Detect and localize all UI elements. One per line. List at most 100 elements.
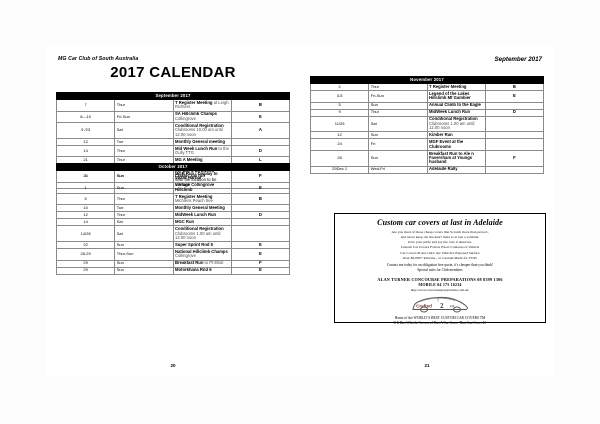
event-day: Sat xyxy=(368,115,428,133)
event-day: Sun xyxy=(114,266,174,275)
event-description: Breakfast Run to Ale n Faversham at Youn… xyxy=(426,149,486,167)
ad-contact-line: Special rates for Club members xyxy=(417,268,463,273)
event-day: Thur xyxy=(368,83,428,92)
event-date: 14/28 xyxy=(55,225,116,243)
event-date: 26 xyxy=(309,149,370,167)
event-title: MGB Run / Display to Victor Harbor xyxy=(175,170,218,181)
event-description: Annual Climb to the Eagle xyxy=(426,101,486,110)
event-date: 26-29 xyxy=(55,248,116,261)
table-row: 22 Sun Super Sprint Rnd 5 E xyxy=(55,241,291,250)
event-description: Super Sprint Rnd 5 xyxy=(172,241,232,250)
ad-body-line: Custom Car Covers Follow Exact Contours … xyxy=(400,245,480,250)
november-table-body: November 2017 2 Thur T Register Meeting B 3-5… xyxy=(309,75,545,174)
event-date: 14 xyxy=(55,144,116,158)
event-title: Conditional Registration xyxy=(175,122,224,128)
table-row: 1 Sun Vintage Collingrove Hillclimb E xyxy=(55,181,291,194)
table-row: 3-5 Fri-Sun Legend of the Lakes Hillclimb … xyxy=(309,90,545,103)
car-cover-advertisement: Custom car covers at last in Adelaide Ar… xyxy=(334,213,546,325)
event-code xyxy=(484,101,545,110)
event-description: Motorkhana Rnd 6 xyxy=(172,266,232,275)
ad-contact-lines: Contact me today for an obligation free … xyxy=(340,263,540,274)
event-date: 29Dec 1 xyxy=(309,165,370,174)
table-row: 5 Thur T Register Meeting Michlens Peach t… xyxy=(55,192,291,206)
event-date: 7 xyxy=(55,99,116,112)
event-code xyxy=(230,225,291,243)
september-month-header-row: September 2017 xyxy=(56,91,290,101)
event-title: T Register Meeting xyxy=(429,83,467,89)
event-subtitle: to the Gully TTG xyxy=(175,145,229,155)
event-day: Sun xyxy=(368,131,428,140)
ad-body-line: Are you tired of those cheap covers that… xyxy=(391,229,489,234)
event-code xyxy=(230,137,291,146)
left-page: MG Car Club of South Australia 2017 CALE… xyxy=(46,46,300,376)
ad-body-line: and never keep out the dust? there is at… xyxy=(400,234,480,239)
event-description: Vintage Collingrove Hillclimb xyxy=(172,181,232,194)
ad-contact-name: ALAN TURNER CONCOURSE PREPARATIONS 08 83… xyxy=(377,276,503,282)
table-row: 8—10 Fri-Sun SA Hillclimb Champs Collingro… xyxy=(55,110,291,123)
event-day: Sun xyxy=(114,181,174,194)
event-day: Thur xyxy=(114,211,174,220)
event-title: MidWeek Lunch Run xyxy=(175,212,217,218)
event-day: Tue xyxy=(114,137,174,146)
event-description: Mid Week Lunch Run to the Gully TTG xyxy=(172,144,232,158)
event-date: 10 xyxy=(55,204,116,213)
ad-body-line: Over 80,000+ Patterns - or Custom Made f… xyxy=(402,255,478,260)
event-day: Fri-Sun xyxy=(368,90,428,103)
svg-text:Crafted: Crafted xyxy=(416,304,432,309)
event-title: SA Hillclimb Champs xyxy=(175,111,217,117)
event-subtitle: at Leigh Richters xyxy=(175,99,229,110)
table-row: 14 Thur Mid Week Lunch Run to the Gully TT… xyxy=(55,144,291,158)
event-date: 2 xyxy=(309,83,370,92)
event-day: Sat xyxy=(114,225,174,243)
table-row: 7 Thur T Register Meeting at Leigh Richter… xyxy=(55,99,291,112)
event-title: T Register Meeting xyxy=(175,99,213,105)
event-description: T Register Meeting at Leigh Richters xyxy=(172,99,232,112)
event-day: Thur xyxy=(114,144,174,158)
table-row: 10 Tue Monthly General Meeting xyxy=(55,204,291,213)
table-row: 9 Thur MidWeek Lunch Run D xyxy=(309,108,545,117)
ad-mobile: MOBILE 04 175 16234 xyxy=(418,281,462,287)
event-day: Thur xyxy=(114,99,174,112)
table-row: 9 /23 Sat Conditional Registration Clubroo… xyxy=(55,121,291,139)
ad-footer-lines: Home of the WORLD' S BEST CUSTOM CAR COV… xyxy=(340,316,540,327)
event-date: 12 xyxy=(55,137,116,146)
event-description: Conditional Registration Clubrooms 1.00 … xyxy=(172,225,232,243)
event-day: Sat xyxy=(114,218,174,227)
event-day: Sun xyxy=(114,259,174,268)
event-title: Breakfast Run to Ale n Faversham at Youn… xyxy=(429,150,474,165)
event-description: MidWeek Lunch Run xyxy=(426,108,486,117)
car-outline-icon: Crafted 2 FIT. xyxy=(412,297,468,313)
event-date: 14 xyxy=(55,218,116,227)
event-day: Tue xyxy=(114,204,174,213)
table-row: 12 Sun Kimber Run xyxy=(309,131,545,140)
event-day: Sun xyxy=(114,241,174,250)
page-number-right: 21 xyxy=(424,363,430,368)
right-page: September 2017 November 2017 2 Thur T Regis… xyxy=(300,46,554,376)
svg-text:2: 2 xyxy=(440,302,444,310)
event-code: D xyxy=(230,144,291,158)
ad-website-url[interactable]: http://www.concoursepreparations.com.au/ xyxy=(410,287,470,292)
event-title: Adelaide Rally xyxy=(429,166,458,172)
event-code xyxy=(230,218,291,227)
table-row: 11/25 Sat Conditional Registration Clubroo… xyxy=(309,115,545,133)
event-code: B xyxy=(230,192,291,206)
event-date: 1 xyxy=(55,170,116,183)
event-date: 24 xyxy=(309,138,370,151)
event-description: Kimber Run xyxy=(426,131,486,140)
november-month-header: November 2017 xyxy=(310,75,544,85)
event-title: Motorkhana Rnd 6 xyxy=(175,267,212,273)
event-code: A xyxy=(230,121,291,139)
event-subtitle: Clubrooms 1.00 am until 12.00 noon xyxy=(429,120,475,131)
september-month-header: September 2017 xyxy=(56,91,290,101)
event-title: T Register Meeting xyxy=(175,193,213,199)
event-date: 8—10 xyxy=(55,110,116,123)
event-code: B xyxy=(484,83,545,92)
table-row: 26-29 Thur-Sun National Hillclimb Champs C… xyxy=(55,248,291,261)
event-date: 9 xyxy=(309,108,370,117)
ad-footer-line: Home of the WORLD' S BEST CUSTOM CAR COV… xyxy=(394,315,486,320)
event-title: Monthly General meeting xyxy=(175,138,226,144)
event-date: 29 xyxy=(55,259,116,268)
event-title: Vintage Collingrove Hillclimb xyxy=(175,182,215,192)
event-code: F xyxy=(484,149,545,167)
event-code xyxy=(484,131,545,140)
